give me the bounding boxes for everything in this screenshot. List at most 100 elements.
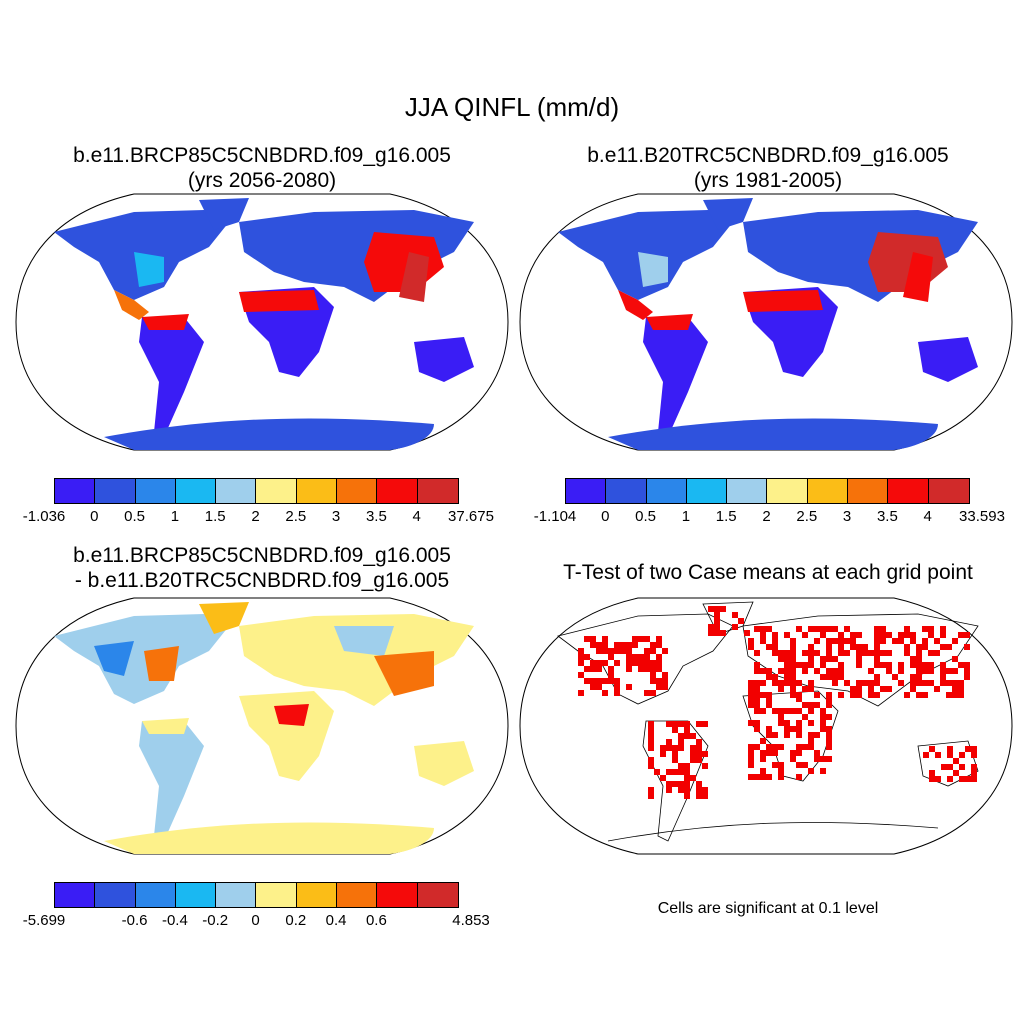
significant-cell xyxy=(826,650,832,656)
colorbar-swatch xyxy=(175,479,217,503)
significant-cell xyxy=(626,654,632,660)
significant-cell xyxy=(808,626,814,632)
significant-cell xyxy=(748,638,754,644)
significant-cell xyxy=(916,656,922,662)
significant-cell xyxy=(708,606,714,612)
significant-cell xyxy=(754,692,760,698)
colorbar-historical-labels: -1.104 0 0.5 1 1.5 2 2.5 3 3.5 4 33.593 xyxy=(0,508,1024,528)
significant-cell xyxy=(868,668,874,674)
colorbar-swatch xyxy=(606,479,647,503)
significant-cell xyxy=(946,668,952,674)
significant-cell xyxy=(714,606,720,612)
significant-cell xyxy=(922,626,928,632)
significant-cell xyxy=(868,686,874,692)
panel-1-title-line2: (yrs 2056-2080) xyxy=(187,169,337,192)
significant-cell xyxy=(648,739,654,745)
significant-cell xyxy=(832,656,838,662)
significant-cell xyxy=(922,644,928,650)
significant-cell xyxy=(760,680,766,686)
significant-cell xyxy=(796,662,802,668)
significant-cell xyxy=(838,662,844,668)
significant-cell xyxy=(826,638,832,644)
significant-cell xyxy=(790,674,796,680)
significant-cell xyxy=(696,781,702,787)
significant-cell xyxy=(690,757,696,763)
significant-cell xyxy=(772,744,778,750)
significant-cell xyxy=(935,752,941,758)
colorbar-swatch xyxy=(377,883,418,907)
significant-cell xyxy=(590,642,596,648)
significant-cell xyxy=(880,626,886,632)
significant-cell xyxy=(814,756,820,762)
significant-cell xyxy=(886,686,892,692)
significant-cell xyxy=(614,684,620,690)
significant-cell xyxy=(754,686,760,692)
significant-cell xyxy=(856,686,862,692)
significant-cell xyxy=(898,638,904,644)
significant-cell xyxy=(784,668,790,674)
significant-cell xyxy=(772,680,778,686)
significant-cell xyxy=(796,750,802,756)
significant-cell xyxy=(802,762,808,768)
significant-cell xyxy=(608,666,614,672)
significant-cell xyxy=(748,644,754,650)
colorbar-tick-label: 0 xyxy=(601,508,610,525)
significant-cell xyxy=(660,751,666,757)
significant-cell xyxy=(748,702,754,708)
significant-cell xyxy=(850,644,856,650)
significant-cell xyxy=(802,662,808,668)
significant-cell xyxy=(826,692,832,698)
colorbar-historical xyxy=(565,478,970,504)
significant-cell xyxy=(826,674,832,680)
significant-cell xyxy=(760,756,766,762)
significant-cell xyxy=(702,793,708,799)
significant-cell xyxy=(796,774,802,780)
significant-cell xyxy=(656,654,662,660)
significant-cell xyxy=(778,714,784,720)
significant-cell xyxy=(614,690,620,696)
significant-cell xyxy=(760,738,766,744)
significant-cell xyxy=(748,692,754,698)
significant-cell xyxy=(868,650,874,656)
significant-cell xyxy=(959,776,965,782)
significant-cell xyxy=(760,632,766,638)
significant-cell xyxy=(650,678,656,684)
significant-cell xyxy=(672,781,678,787)
colorbar-tick-label: 0.4 xyxy=(325,912,347,929)
significant-cell xyxy=(850,638,856,644)
significant-cell xyxy=(910,686,916,692)
significant-cell xyxy=(929,746,935,752)
significant-cell xyxy=(814,668,820,674)
significant-cell xyxy=(820,726,826,732)
significant-cell xyxy=(602,648,608,654)
significant-cell xyxy=(596,642,602,648)
significant-cell xyxy=(602,636,608,642)
significant-cell xyxy=(714,612,720,618)
significant-cell xyxy=(666,745,672,751)
significant-cell xyxy=(826,656,832,662)
significant-cell xyxy=(678,763,684,769)
significant-cell xyxy=(754,708,760,714)
colorbar-tick-label: 3 xyxy=(842,508,852,525)
colorbar-swatch xyxy=(95,883,136,907)
significant-cell xyxy=(766,750,772,756)
significant-cell xyxy=(778,774,784,780)
significant-cell xyxy=(808,768,814,774)
significant-cell xyxy=(772,708,778,714)
significant-cell xyxy=(820,720,826,726)
significant-cell xyxy=(748,762,754,768)
significant-cell xyxy=(862,650,868,656)
significant-cell xyxy=(832,626,838,632)
significant-cell xyxy=(910,638,916,644)
significant-cell xyxy=(790,686,796,692)
significant-cell xyxy=(590,636,596,642)
land-field xyxy=(558,198,978,450)
significant-cell xyxy=(832,674,838,680)
significant-cell xyxy=(584,654,590,660)
significant-cell xyxy=(880,638,886,644)
significant-cell xyxy=(760,708,766,714)
significant-cell xyxy=(772,750,778,756)
colorbar-tick-label: 2 xyxy=(251,508,260,525)
significant-cell xyxy=(626,666,632,672)
significant-cell xyxy=(971,746,977,752)
